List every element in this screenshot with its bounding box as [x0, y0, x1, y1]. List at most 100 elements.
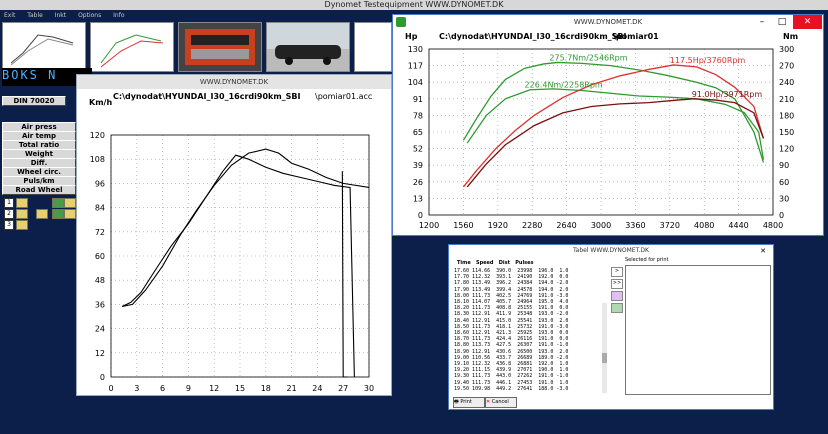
speed-x-tick: 18 [261, 384, 271, 393]
power-y2-tick: 270 [779, 62, 794, 71]
thumbnail-chart-2[interactable] [90, 22, 174, 72]
table-row[interactable]: 18.20 111.73 408.8 25155 191.0 0.0 [454, 305, 569, 312]
power-series-line-4 [466, 98, 765, 188]
power-y2-tick: 120 [779, 145, 794, 154]
close-icon[interactable]: ✕ [760, 247, 766, 255]
din-70020-button[interactable]: DIN 70020 [2, 96, 66, 106]
speed-y-tick: 120 [90, 131, 105, 140]
thumbnail-blank[interactable] [354, 22, 392, 72]
speed-y-tick: 60 [95, 252, 105, 261]
power-x-tick: 2280 [522, 221, 542, 230]
maximize-icon[interactable]: □ [777, 17, 787, 27]
speed-y-tick: 36 [95, 300, 105, 309]
speed-x-tick: 24 [312, 384, 322, 393]
table-row[interactable]: 19.30 111.73 443.0 27262 191.0 -1.0 [454, 373, 569, 380]
power-x-tick: 3360 [625, 221, 645, 230]
table-row[interactable]: 19.20 111.15 439.9 27071 190.0 1.0 [454, 367, 569, 374]
power-y2-tick: 180 [779, 111, 794, 120]
power-y-tick: 0 [418, 211, 423, 220]
power-annotation-3: 226.4Nm/2258Rpm [525, 81, 603, 90]
folder-icon[interactable] [16, 198, 28, 208]
table-row[interactable]: 19.00 110.56 433.7 26689 189.0 -2.0 [454, 354, 569, 361]
cancel-button[interactable]: ✕ Cancel [485, 397, 517, 408]
table-row[interactable]: 19.10 112.32 436.8 26881 192.0 1.0 [454, 361, 569, 368]
table-row[interactable]: 18.60 112.91 421.3 25925 193.0 0.0 [454, 330, 569, 337]
power-y-tick: 26 [413, 178, 423, 187]
add-all-icon[interactable]: >> [611, 279, 623, 289]
thumbnail-car-photo[interactable] [266, 22, 350, 72]
folder-icon[interactable] [16, 220, 28, 230]
power-file-label: C:\dynodat\HYUNDAI_I30_16crdi90km_SBI [439, 32, 627, 41]
minimize-icon[interactable]: – [759, 17, 765, 27]
power-x-tick: 4080 [694, 221, 714, 230]
table-row[interactable]: 17.70 112.32 393.1 24190 192.0 0.0 [454, 274, 569, 281]
speed-y-tick: 0 [100, 373, 105, 382]
scroll-thumb[interactable] [602, 353, 607, 363]
thumbnail-chart-1[interactable] [2, 22, 86, 72]
power-x-tick: 4440 [728, 221, 748, 230]
menu-options[interactable]: Options [78, 12, 102, 19]
speed-x-tick: 27 [338, 384, 348, 393]
add-icon[interactable]: > [611, 267, 623, 277]
power-plot-frame [428, 48, 774, 216]
table-row[interactable]: 18.00 111.73 402.5 24769 191.0 -3.0 [454, 292, 569, 299]
speed-series-line-3 [341, 171, 348, 378]
slot-3-label[interactable]: 3 [4, 220, 14, 230]
folder-icon[interactable] [64, 209, 76, 219]
print-button[interactable]: 🖶 Print [453, 397, 485, 408]
app-icon [396, 17, 406, 27]
save-icon[interactable] [611, 303, 623, 313]
speed-x-tick: 6 [160, 384, 165, 393]
speed-x-tick: 30 [364, 384, 374, 393]
table-row[interactable]: 18.70 111.73 424.4 26116 191.0 0.0 [454, 336, 569, 343]
power-annotation-2: 117.5Hp/3760Rpm [670, 56, 746, 65]
power-y2-tick: 60 [779, 178, 789, 187]
table-row[interactable]: 18.90 112.91 430.6 26500 193.0 2.0 [454, 348, 569, 355]
slot-2-label[interactable]: 2 [4, 209, 14, 219]
menu-exit[interactable]: Exit [4, 12, 16, 19]
table-row[interactable]: 17.60 114.66 390.0 23998 196.0 1.0 [454, 268, 569, 274]
menu-info[interactable]: Info [113, 12, 125, 19]
table-row[interactable]: 19.40 111.73 446.1 27453 191.0 1.0 [454, 379, 569, 386]
power-x-tick: 2640 [556, 221, 576, 230]
slot-1-label[interactable]: 1 [4, 198, 14, 208]
thumbnail-toolbox-photo[interactable] [178, 22, 262, 72]
table-row[interactable]: 19.50 109.98 449.2 27641 188.0 -3.0 [454, 385, 569, 392]
power-y2-tick: 30 [779, 194, 789, 203]
speed-x-tick: 12 [209, 384, 219, 393]
app-title: Dynomet Testequipment WWW.DYNOMET.DK [324, 0, 504, 9]
power-y2-tick: 210 [779, 95, 794, 104]
speed-window-title: WWW.DYNOMET.DK [77, 75, 391, 89]
speed-y-tick: 96 [95, 179, 105, 188]
table-row[interactable]: 18.30 112.91 411.9 25348 193.0 -2.0 [454, 311, 569, 318]
power-y2-tick: 300 [779, 45, 794, 54]
save-icon[interactable] [52, 198, 64, 208]
edit-icon[interactable] [611, 291, 623, 301]
table-row[interactable]: 17.80 113.49 396.2 24384 194.0 -2.0 [454, 280, 569, 287]
power-chart-window: WWW.DYNOMET.DK – □ ✕ Hp Nm C:\dynodat\HY… [392, 14, 824, 236]
speed-y-tick: 12 [95, 349, 105, 358]
speed-y-tick: 24 [95, 325, 105, 334]
folder-icon[interactable] [64, 198, 76, 208]
power-y2-tick: 150 [779, 128, 794, 137]
power-y-tick: 52 [413, 145, 423, 154]
menu-table[interactable]: Table [27, 12, 43, 19]
table-row[interactable]: 18.50 111.73 418.1 25732 191.0 -3.0 [454, 323, 569, 330]
boks-label: BOKS N [2, 68, 92, 86]
save-icon[interactable] [52, 209, 64, 219]
road-wheel-button[interactable]: Road Wheel [2, 185, 76, 195]
speed-file-label: C:\dynodat\HYUNDAI_I30_16crdi90km_SBI [113, 92, 301, 101]
menu-inkt[interactable]: Inkt [54, 12, 67, 19]
power-x-tick: 1560 [453, 221, 473, 230]
table-row[interactable]: 18.80 113.73 427.5 26307 191.0 -1.0 [454, 342, 569, 349]
close-icon[interactable]: ✕ [793, 15, 822, 29]
folder-icon[interactable] [36, 209, 48, 219]
folder-icon[interactable] [16, 209, 28, 219]
table-row[interactable]: 18.10 114.07 405.7 24964 195.0 4.0 [454, 299, 569, 306]
speed-x-tick: 15 [235, 384, 245, 393]
table-scrollbar[interactable] [602, 303, 607, 393]
selected-list[interactable] [625, 265, 771, 395]
table-row[interactable]: 18.40 112.91 415.0 25541 193.0 2.0 [454, 317, 569, 324]
table-row[interactable]: 17.90 113.49 399.4 24578 194.0 2.0 [454, 286, 569, 293]
power-y-tick: 117 [408, 62, 423, 71]
